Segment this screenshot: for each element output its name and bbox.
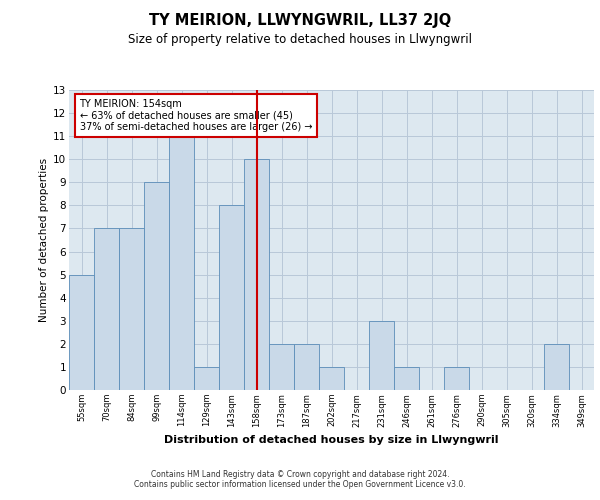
Bar: [294, 344, 319, 390]
Bar: [94, 228, 119, 390]
Text: TY MEIRION, LLWYNGWRIL, LL37 2JQ: TY MEIRION, LLWYNGWRIL, LL37 2JQ: [149, 12, 451, 28]
Bar: [319, 367, 344, 390]
Text: TY MEIRION: 154sqm
← 63% of detached houses are smaller (45)
37% of semi-detache: TY MEIRION: 154sqm ← 63% of detached hou…: [79, 99, 312, 132]
Bar: [444, 367, 469, 390]
Text: Contains HM Land Registry data © Crown copyright and database right 2024.
Contai: Contains HM Land Registry data © Crown c…: [134, 470, 466, 489]
Bar: [194, 367, 219, 390]
Bar: [369, 321, 394, 390]
Bar: [269, 344, 294, 390]
Bar: [169, 136, 194, 390]
Bar: [394, 367, 419, 390]
Bar: [119, 228, 144, 390]
X-axis label: Distribution of detached houses by size in Llwyngwril: Distribution of detached houses by size …: [164, 435, 499, 445]
Bar: [69, 274, 94, 390]
Bar: [244, 159, 269, 390]
Y-axis label: Number of detached properties: Number of detached properties: [39, 158, 49, 322]
Text: Size of property relative to detached houses in Llwyngwril: Size of property relative to detached ho…: [128, 32, 472, 46]
Bar: [544, 344, 569, 390]
Bar: [144, 182, 169, 390]
Bar: [219, 206, 244, 390]
